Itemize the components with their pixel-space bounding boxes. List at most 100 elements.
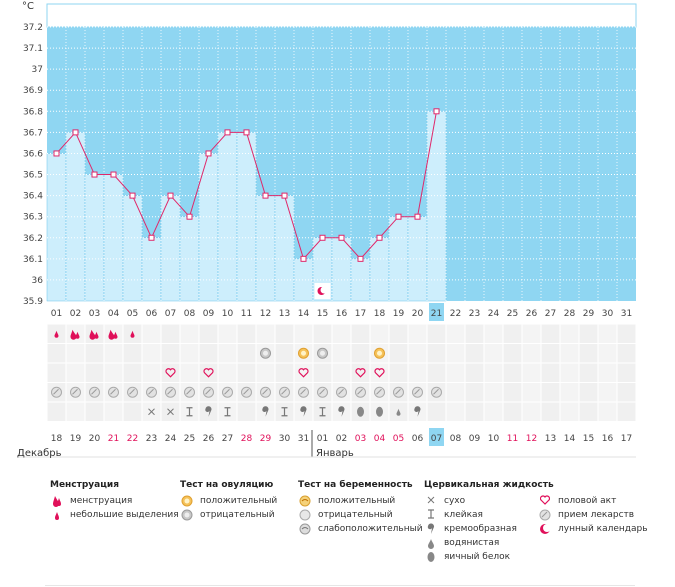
row-cell [616,401,637,422]
row-cell [141,343,162,364]
row-cell [236,401,257,422]
pill-icon [538,509,552,521]
legend-item: отрицательный [180,508,277,522]
row-cell [578,323,599,344]
pill-icon-line [414,388,420,395]
temperature-bar [255,195,276,302]
row-cell [540,382,561,403]
calendar-date-label: 03 [355,434,366,444]
sticky-icon [319,407,326,417]
row-cell [559,343,580,364]
legend-menstruation: Менструация менструация небольшие выделе… [50,480,179,522]
temperature-bar [141,237,162,302]
legend-item-label: клейкая [444,510,483,520]
legend-item: небольшие выделения [50,508,179,522]
legend-item-label: половой акт [558,496,617,506]
pill-icon [127,386,138,398]
y-tick-label: 35.9 [23,297,43,307]
row-cell [274,362,295,383]
cycle-day-label: 19 [393,309,405,319]
legend-title: Тест на беременность [298,480,413,490]
row-cell [369,323,390,344]
watery-icon [396,408,401,416]
row-cell [464,323,485,344]
legend-item: кремообразная [424,522,554,536]
y-tick-label: 36 [32,276,44,286]
row-cell [160,323,181,344]
temperature-bar [46,153,67,302]
calendar-date-label: 01 [317,434,328,444]
calendar-date-label: 16 [602,434,614,444]
pill-icon [241,386,252,398]
cycle-day-label: 21 [431,309,442,319]
cycle-day-label: 09 [203,309,215,319]
y-tick-label: 36.7 [23,128,43,138]
menstruation-icon [89,329,96,340]
row-cell [502,343,523,364]
row-cell [369,362,390,383]
row-cell [597,323,618,344]
row-cell [616,343,637,364]
cycle-day-label: 31 [621,309,632,319]
legend-item-label: менструация [70,496,133,506]
creamy-icon [338,406,345,417]
legend-other: . половой акт прием лекарств лунный кале… [538,480,648,536]
legend-item-label: водянистая [444,538,500,548]
cycle-day-label: 03 [89,309,100,319]
spotting-icon [54,330,59,338]
row-cell [445,382,466,403]
temperature-point [53,150,60,157]
pill-icon-line [186,388,192,395]
calendar-date-label: 26 [203,434,215,444]
creamy-icon [414,406,421,417]
eggwhite-icon [424,551,438,563]
pill-icon [336,386,347,398]
ovulation-positive-icon-inner [301,350,306,356]
row-cell [65,343,86,364]
temperature-bar [331,237,352,302]
row-cell [597,401,618,422]
row-cell [426,323,447,344]
pill-icon [374,386,385,398]
pill-icon [146,386,157,398]
legend-item: сухо [424,494,554,508]
row-cell [578,382,599,403]
dry-icon [148,408,155,416]
row-cell [122,343,143,364]
pill-icon-line [72,388,78,395]
row-cell [597,382,618,403]
creamy-icon [300,406,307,417]
row-cell [84,323,105,344]
pill-icon-line [433,388,439,395]
ovulation-negative-icon-inner [263,350,268,356]
row-cell [331,362,352,383]
y-tick-label: 36.6 [23,149,43,159]
y-tick-label: 36.2 [23,234,43,244]
calendar-date-label: 20 [89,434,101,444]
temperature-point [167,192,174,199]
cycle-day-label: 06 [146,309,158,319]
temperature-point [243,129,250,136]
legend-item: лунный календарь [538,522,648,536]
row-cell [540,362,561,383]
calendar-date-label: 13 [545,434,556,444]
row-cell [46,343,67,364]
sticky-icon [281,407,288,417]
row-cell [559,362,580,383]
cycle-day-label: 23 [469,309,480,319]
pill-icon [222,386,233,398]
pill-icon-line [243,388,249,395]
row-cell [331,401,352,422]
cycle-day-label: 26 [526,309,538,319]
row-cell [160,362,181,383]
row-cell [464,401,485,422]
row-cell [217,362,238,383]
row-cell [407,323,428,344]
row-cell [483,362,504,383]
row-cell [103,343,124,364]
legend-item-label: положительный [318,496,396,506]
heart-icon [165,368,176,378]
temperature-point [148,234,155,241]
row-cell [103,362,124,383]
pill-icon [70,386,81,398]
